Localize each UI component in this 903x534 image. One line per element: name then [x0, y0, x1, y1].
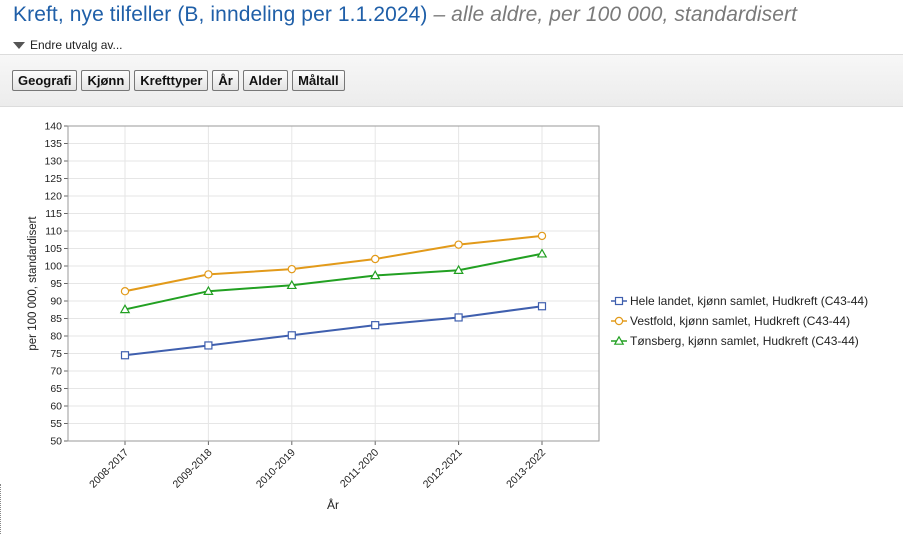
- legend-label: Vestfold, kjønn samlet, Hudkreft (C43-44…: [630, 314, 850, 328]
- data-point-triangle: [286, 279, 298, 290]
- y-tick-label: 115: [45, 208, 62, 220]
- y-tick-label: 95: [50, 278, 62, 290]
- y-tick-label: 105: [44, 243, 62, 255]
- page-title: Kreft, nye tilfeller (B, inndeling per 1…: [13, 3, 797, 27]
- alder-button[interactable]: Alder: [242, 70, 289, 91]
- y-tick-label: 120: [44, 191, 62, 203]
- data-point-triangle: [119, 303, 131, 314]
- data-point-square: [287, 331, 296, 340]
- y-tick-label: 70: [50, 366, 62, 378]
- y-tick-label: 125: [44, 173, 62, 185]
- data-point-square: [454, 313, 463, 322]
- y-tick-label: 50: [50, 436, 62, 448]
- series-line: [124, 234, 543, 293]
- legend-marker: [613, 335, 625, 345]
- data-point-circle: [120, 286, 130, 296]
- maltall-button[interactable]: Måltall: [292, 70, 345, 91]
- data-point-square: [371, 321, 380, 330]
- data-point-triangle: [453, 264, 464, 274]
- change-selection-toggle[interactable]: Endre utvalg av...: [13, 38, 123, 52]
- krefttyper-button[interactable]: Krefttyper: [134, 70, 209, 91]
- y-tick-label: 60: [50, 401, 62, 413]
- triangle-down-icon: [13, 41, 25, 49]
- data-point-circle: [204, 270, 213, 279]
- x-axis-label: År: [327, 497, 339, 512]
- y-tick-label: 90: [50, 296, 62, 308]
- y-tick-label: 85: [50, 313, 62, 325]
- data-point-triangle: [203, 285, 214, 295]
- geografi-button[interactable]: Geografi: [12, 70, 78, 91]
- change-selection-label: Endre utvalg av...: [30, 38, 123, 52]
- y-tick-label: 80: [50, 331, 62, 343]
- title-main: Kreft, nye tilfeller (B, inndeling per 1…: [13, 3, 428, 26]
- legend-marker: [614, 316, 624, 326]
- y-tick-label: 55: [50, 418, 62, 430]
- data-point-triangle: [369, 270, 381, 280]
- kjonn-button[interactable]: Kjønn: [81, 70, 131, 91]
- legend-label: Hele landet, kjønn samlet, Hudkreft (C43…: [630, 294, 868, 308]
- y-tick-label: 100: [44, 261, 62, 273]
- y-tick-label: 135: [44, 138, 62, 150]
- x-tick-label: 2009-2018: [171, 447, 215, 491]
- data-point-circle: [287, 264, 296, 274]
- series-line: [124, 305, 543, 357]
- data-point-circle: [537, 231, 547, 241]
- x-tick-label: 2013-2022: [504, 447, 548, 491]
- x-tick-label: 2012-2021: [421, 447, 465, 491]
- page-header: Kreft, nye tilfeller (B, inndeling per 1…: [0, 0, 903, 54]
- dimension-toolbar: Geografi Kjønn Krefttyper År Alder Målta…: [0, 54, 903, 107]
- data-point-triangle: [536, 248, 548, 258]
- data-point-square: [537, 302, 547, 311]
- series-line: [124, 252, 543, 311]
- y-tick-label: 110: [45, 226, 62, 238]
- chart-area: 50 55 60 65 70 75 80 85 90 95 100 105 110 115 120 125 13…: [0, 106, 903, 534]
- legend-label: Tønsberg, kjønn samlet, Hudkreft (C43-44…: [630, 334, 859, 348]
- resize-handle[interactable]: [0, 484, 4, 534]
- y-tick-label: 130: [44, 156, 62, 168]
- x-tick-label: 2008-2017: [87, 447, 131, 491]
- ar-button[interactable]: År: [212, 70, 239, 91]
- title-subtitle: – alle aldre, per 100 000, standardisert: [433, 3, 798, 26]
- data-point-square: [120, 351, 130, 360]
- x-tick-label: 2010-2019: [254, 447, 298, 491]
- legend-marker: [614, 296, 624, 306]
- y-tick-label: 75: [50, 348, 62, 360]
- data-point-circle: [454, 240, 463, 249]
- line-chart: 50 55 60 65 70 75 80 85 90 95 100 105 110 115 120 125 13…: [27, 121, 868, 513]
- plot-frame: [67, 125, 600, 442]
- y-axis-label: per 100 000, standardisert: [27, 216, 39, 351]
- y-tick-label: 65: [50, 383, 62, 395]
- y-tick-label: 140: [44, 121, 62, 133]
- x-tick-label: 2011-2020: [338, 447, 382, 491]
- data-point-square: [204, 341, 213, 350]
- data-point-circle: [371, 254, 380, 264]
